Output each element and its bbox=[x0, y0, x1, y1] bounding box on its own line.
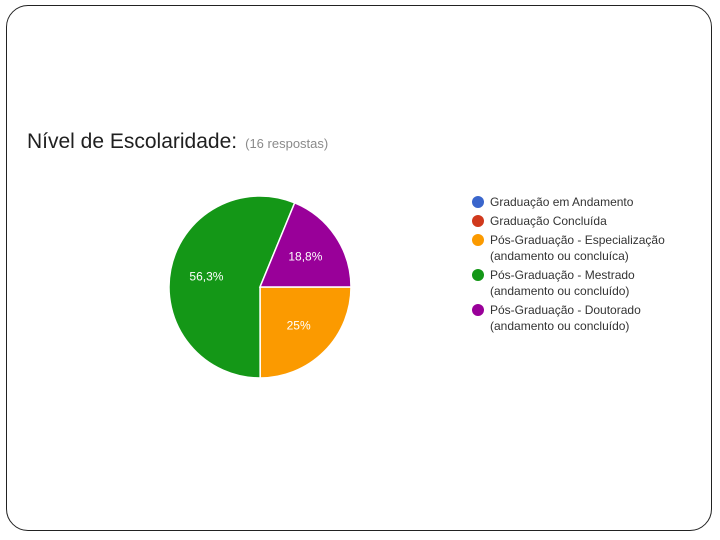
legend-label: Graduação Concluída bbox=[490, 214, 607, 228]
legend-item: Graduação Concluída bbox=[472, 213, 712, 229]
legend-item: Pós-Graduação - Doutorado (andamento ou … bbox=[472, 302, 712, 334]
chart-header: Nível de Escolaridade: (16 respostas) bbox=[27, 130, 328, 154]
pie-slice-2 bbox=[258, 201, 352, 288]
slice-label-2: 18,8% bbox=[288, 250, 322, 264]
legend-swatch bbox=[472, 269, 484, 281]
pie-slice-1 bbox=[168, 195, 296, 379]
legend-item: Pós-Graduação - Especialização (andament… bbox=[472, 232, 712, 264]
chart-subtitle: (16 respostas) bbox=[245, 136, 329, 151]
chart-title: Nível de Escolaridade: bbox=[27, 130, 238, 153]
legend-swatch bbox=[472, 234, 484, 246]
legend-item: Graduação em Andamento bbox=[472, 194, 712, 210]
legend-label: Pós-Graduação - Especialização (andament… bbox=[490, 233, 665, 263]
slice-label-1: 56,3% bbox=[189, 269, 223, 283]
slide-frame bbox=[6, 5, 712, 531]
legend-label: Pós-Graduação - Mestrado (andamento ou c… bbox=[490, 268, 635, 298]
chart-legend: Graduação em Andamento Graduação Concluíd… bbox=[472, 194, 712, 337]
pie-slice-0 bbox=[259, 286, 352, 379]
legend-label: Pós-Graduação - Doutorado (andamento ou … bbox=[490, 303, 641, 333]
slice-label-0: 25% bbox=[287, 319, 311, 333]
legend-swatch bbox=[472, 196, 484, 208]
legend-swatch bbox=[472, 215, 484, 227]
legend-label: Graduação em Andamento bbox=[490, 195, 634, 209]
legend-swatch bbox=[472, 304, 484, 316]
legend-item: Pós-Graduação - Mestrado (andamento ou c… bbox=[472, 267, 712, 299]
